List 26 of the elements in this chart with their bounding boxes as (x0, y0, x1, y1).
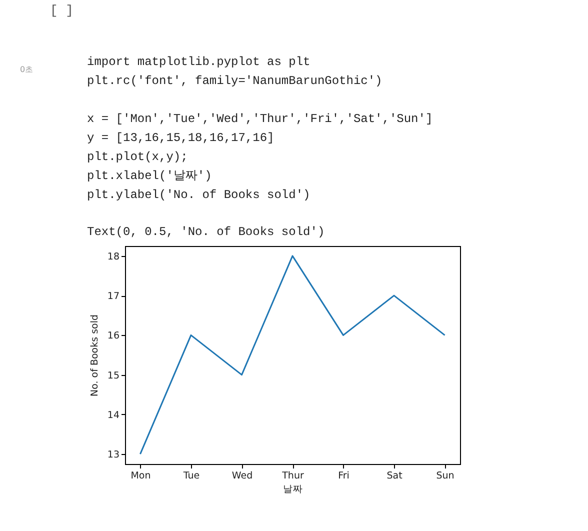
x-axis-title: 날짜 (283, 484, 303, 495)
x-tick-label: Tue (182, 470, 200, 482)
y-tick-label: 16 (107, 330, 120, 342)
y-tick-label: 13 (107, 450, 120, 461)
text: [ ] (50, 3, 74, 18)
text: 0초 (20, 65, 34, 74)
text: y = [13,16,15,18,16,17,16] (87, 131, 274, 145)
x-tick-label: Thur (281, 470, 304, 482)
text: x = ['Mon','Tue','Wed','Thur','Fri','Sat','Sun'] (87, 112, 433, 126)
y-tick-label: 14 (107, 410, 120, 421)
y-tick-label: 17 (107, 291, 120, 302)
x-tick-label: Sat (386, 470, 403, 482)
x-tick-label: Mon (130, 470, 151, 482)
x-tick-label: Wed (232, 470, 253, 482)
y-axis-title: No. of Books sold (89, 314, 100, 397)
text: Text(0, 0.5, 'No. of Books sold') (87, 225, 325, 239)
y-tick-label: 15 (107, 370, 120, 382)
x-tick-label: Fri (338, 470, 350, 482)
text: import matplotlib.pyplot as plt (87, 55, 310, 69)
text: plt.xlabel('날짜') (87, 169, 212, 183)
text: plt.plot(x,y); (87, 150, 188, 164)
text: plt.rc('font', family='NanumBarunGothic') (87, 74, 382, 88)
y-tick-label: 18 (107, 251, 120, 262)
line-series (139, 255, 446, 455)
text: plt.ylabel('No. of Books sold') (87, 188, 310, 202)
x-tick-label: Sun (436, 470, 454, 482)
